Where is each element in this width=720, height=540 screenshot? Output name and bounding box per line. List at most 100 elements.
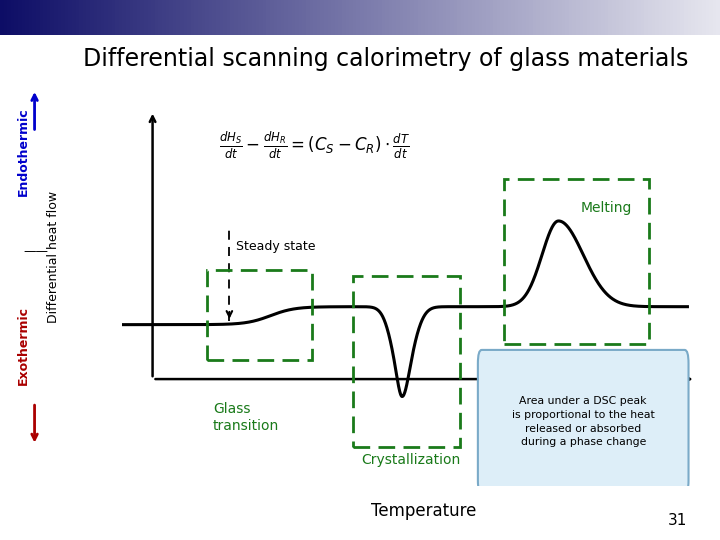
Bar (220, 0, 223, 35)
Bar (569, 0, 572, 35)
Bar (230, 0, 234, 35)
Bar (245, 0, 248, 35)
Bar (295, 0, 299, 35)
Text: 31: 31 (668, 513, 688, 528)
Bar (320, 0, 324, 35)
Bar (266, 0, 270, 35)
Bar (317, 0, 320, 35)
Bar (536, 0, 540, 35)
Bar (54, 0, 58, 35)
Bar (684, 0, 688, 35)
Bar (619, 0, 623, 35)
Text: Endothermic: Endothermic (17, 107, 30, 195)
Bar (133, 0, 137, 35)
Bar (500, 0, 504, 35)
Bar (529, 0, 533, 35)
Bar (32, 0, 36, 35)
Bar (180, 0, 184, 35)
Bar (612, 0, 616, 35)
Bar (356, 0, 360, 35)
Bar (576, 0, 580, 35)
FancyBboxPatch shape (478, 350, 688, 494)
Bar (248, 0, 252, 35)
Bar (238, 0, 241, 35)
Bar (464, 0, 468, 35)
Bar (166, 0, 169, 35)
Bar (101, 0, 104, 35)
Text: Exothermic: Exothermic (17, 306, 30, 385)
Bar (400, 0, 403, 35)
Bar (158, 0, 162, 35)
Bar (36, 0, 40, 35)
Bar (691, 0, 695, 35)
Bar (407, 0, 410, 35)
Bar (443, 0, 446, 35)
Text: Steady state: Steady state (236, 240, 315, 253)
Bar (601, 0, 605, 35)
Bar (659, 0, 662, 35)
Bar (58, 0, 61, 35)
Bar (241, 0, 245, 35)
Bar (342, 0, 346, 35)
Bar (702, 0, 706, 35)
Bar (234, 0, 238, 35)
Bar (472, 0, 475, 35)
Bar (47, 0, 50, 35)
Bar (493, 0, 497, 35)
Bar (140, 0, 144, 35)
Bar (396, 0, 400, 35)
Bar (511, 0, 515, 35)
Bar (490, 0, 493, 35)
Bar (7, 0, 11, 35)
Bar (22, 0, 25, 35)
Bar (122, 0, 126, 35)
Bar (414, 0, 418, 35)
Bar (666, 0, 670, 35)
Bar (547, 0, 551, 35)
Bar (385, 0, 389, 35)
Bar (194, 0, 198, 35)
Bar (562, 0, 565, 35)
Bar (439, 0, 443, 35)
Bar (259, 0, 263, 35)
Bar (403, 0, 407, 35)
Bar (648, 0, 652, 35)
Bar (623, 0, 626, 35)
Bar (11, 0, 14, 35)
Bar (634, 0, 637, 35)
Bar (461, 0, 464, 35)
Bar (61, 0, 65, 35)
Text: ——: —— (24, 245, 48, 258)
Bar (274, 0, 277, 35)
Bar (29, 0, 32, 35)
Bar (572, 0, 576, 35)
Bar (198, 0, 202, 35)
Bar (83, 0, 86, 35)
Text: Melting: Melting (580, 201, 632, 215)
Bar (644, 0, 648, 35)
Bar (364, 0, 367, 35)
Bar (716, 0, 720, 35)
Bar (418, 0, 421, 35)
Bar (371, 0, 374, 35)
Bar (677, 0, 680, 35)
Bar (263, 0, 266, 35)
Bar (497, 0, 500, 35)
Bar (205, 0, 209, 35)
Bar (457, 0, 461, 35)
Bar (50, 0, 54, 35)
Text: Area under a DSC peak
is proportional to the heat
released or absorbed
during a : Area under a DSC peak is proportional to… (512, 396, 654, 447)
Bar (454, 0, 457, 35)
Bar (410, 0, 414, 35)
Bar (79, 0, 83, 35)
Bar (670, 0, 673, 35)
Bar (518, 0, 522, 35)
Bar (126, 0, 130, 35)
Bar (299, 0, 302, 35)
Bar (86, 0, 90, 35)
Bar (655, 0, 659, 35)
Bar (148, 0, 151, 35)
Bar (709, 0, 713, 35)
Text: Differential heat flow: Differential heat flow (48, 191, 60, 322)
Bar (0, 0, 4, 35)
